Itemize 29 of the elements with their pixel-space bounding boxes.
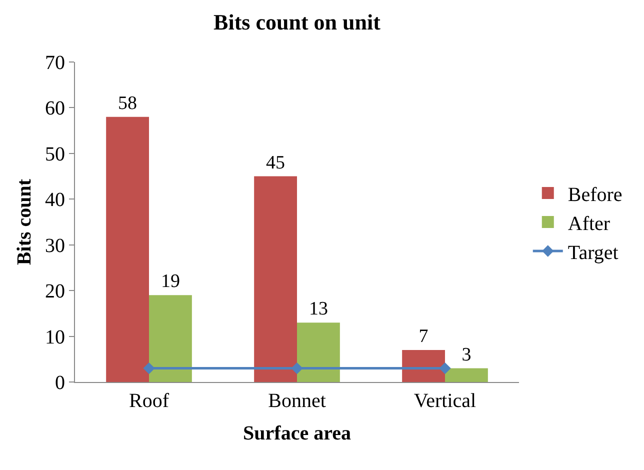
y-tick-label: 60: [45, 98, 65, 120]
data-label: 13: [308, 298, 328, 320]
legend-label: After: [568, 212, 610, 235]
data-label: 7: [418, 326, 428, 347]
y-tick-label: 50: [45, 143, 65, 166]
bar: [106, 116, 149, 382]
y-tick-label: 40: [45, 189, 65, 212]
y-tick-label: 0: [55, 372, 65, 394]
y-tick-label: 10: [45, 326, 65, 348]
data-label: 45: [266, 152, 286, 174]
y-axis-title: Bits count: [14, 178, 36, 266]
bar: [254, 176, 297, 382]
legend-label: Target: [568, 242, 619, 264]
x-axis-title: Surface area: [243, 422, 351, 444]
x-tick-label: Roof: [129, 390, 170, 412]
data-label: 58: [118, 92, 138, 114]
x-tick-label: Vertical: [414, 390, 477, 412]
y-tick-label: 30: [45, 234, 65, 257]
bar: [402, 350, 445, 382]
y-tick-label: 70: [45, 52, 65, 74]
bar: [297, 322, 340, 382]
data-label: 3: [462, 344, 472, 366]
y-tick-label: 20: [45, 280, 65, 303]
legend-label: Before: [568, 184, 622, 206]
bar: [149, 295, 192, 382]
chart-title: Bits count on unit: [214, 10, 382, 34]
data-label: 19: [160, 271, 180, 292]
x-tick-label: Bonnet: [268, 390, 326, 412]
bar: [445, 368, 488, 382]
